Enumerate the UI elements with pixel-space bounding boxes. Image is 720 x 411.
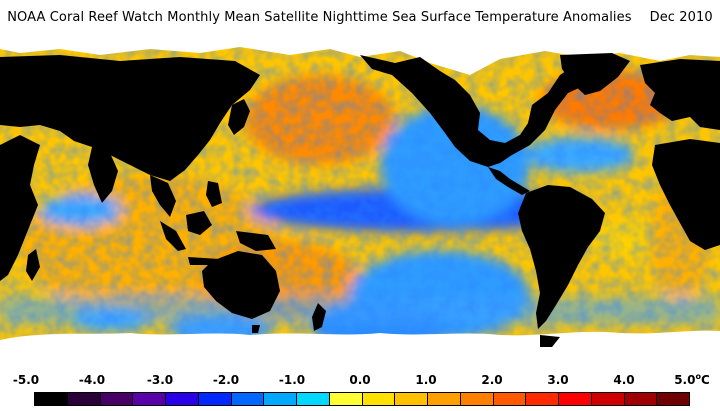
color-bar-cell [133, 393, 166, 405]
color-bar-cell [362, 393, 396, 405]
degree-symbol: o [695, 372, 701, 381]
land [0, 53, 720, 347]
legend-label-4: 4.0 [613, 373, 635, 387]
north-america [360, 55, 595, 167]
color-bar-cell [166, 393, 199, 405]
color-bar-cell [231, 393, 265, 405]
antarctic-peninsula [540, 335, 560, 347]
legend-label-neg2: -2.0 [212, 373, 240, 387]
legend-label-neg4: -4.0 [78, 373, 106, 387]
africa-east [652, 139, 720, 250]
sst-anomaly-map [0, 35, 720, 371]
legend-label-neg5: -5.0 [12, 373, 40, 387]
asia [0, 55, 260, 181]
color-bar-cell [100, 393, 134, 405]
south-america [518, 185, 605, 329]
color-bar-cell [428, 393, 461, 405]
title-month: Dec 2010 [649, 9, 713, 25]
indochina [150, 175, 176, 217]
celsius-unit: C [700, 373, 710, 387]
new-zealand [312, 303, 326, 331]
legend-label-1: 1.0 [415, 373, 437, 387]
legend-label-0: 0.0 [349, 373, 371, 387]
central-america [488, 167, 530, 195]
color-bar [34, 392, 690, 406]
legend-label-5-value: 5.0 [674, 373, 696, 387]
color-bar-cell [35, 393, 68, 405]
color-bar-cell [559, 393, 592, 405]
color-bar-cell [493, 393, 527, 405]
color-bar-cell [591, 393, 625, 405]
color-scale-legend: -5.0 -4.0 -3.0 -2.0 -1.0 0.0 1.0 2.0 3.0… [0, 371, 720, 411]
australia [202, 251, 280, 319]
greenland [560, 53, 630, 95]
japan [228, 99, 250, 135]
color-bar-cell [198, 393, 232, 405]
color-bar-cell [329, 393, 363, 405]
color-bar-cell [526, 393, 559, 405]
color-bar-cell [297, 393, 330, 405]
legend-label-3: 3.0 [547, 373, 569, 387]
map-title: NOAA Coral Reef Watch Monthly Mean Satel… [0, 0, 720, 34]
color-bar-cell [264, 393, 297, 405]
legend-label-neg1: -1.0 [278, 373, 306, 387]
africa [0, 135, 40, 281]
madagascar [26, 249, 40, 281]
new-guinea [236, 231, 276, 251]
color-bar-cell [67, 393, 101, 405]
borneo [186, 211, 212, 235]
legend-label-5: 5.0oC [674, 372, 710, 387]
tasmania [252, 325, 260, 333]
color-bar-cell [395, 393, 428, 405]
color-bar-cell [624, 393, 658, 405]
legend-label-neg3: -3.0 [146, 373, 174, 387]
title-text: NOAA Coral Reef Watch Monthly Mean Satel… [7, 9, 632, 25]
color-bar-cell [657, 393, 689, 405]
antarctica [0, 348, 720, 371]
philippines [206, 181, 222, 207]
sumatra [160, 221, 186, 251]
color-bar-cell [460, 393, 494, 405]
europe [640, 59, 720, 130]
legend-label-2: 2.0 [481, 373, 503, 387]
india [88, 147, 118, 203]
